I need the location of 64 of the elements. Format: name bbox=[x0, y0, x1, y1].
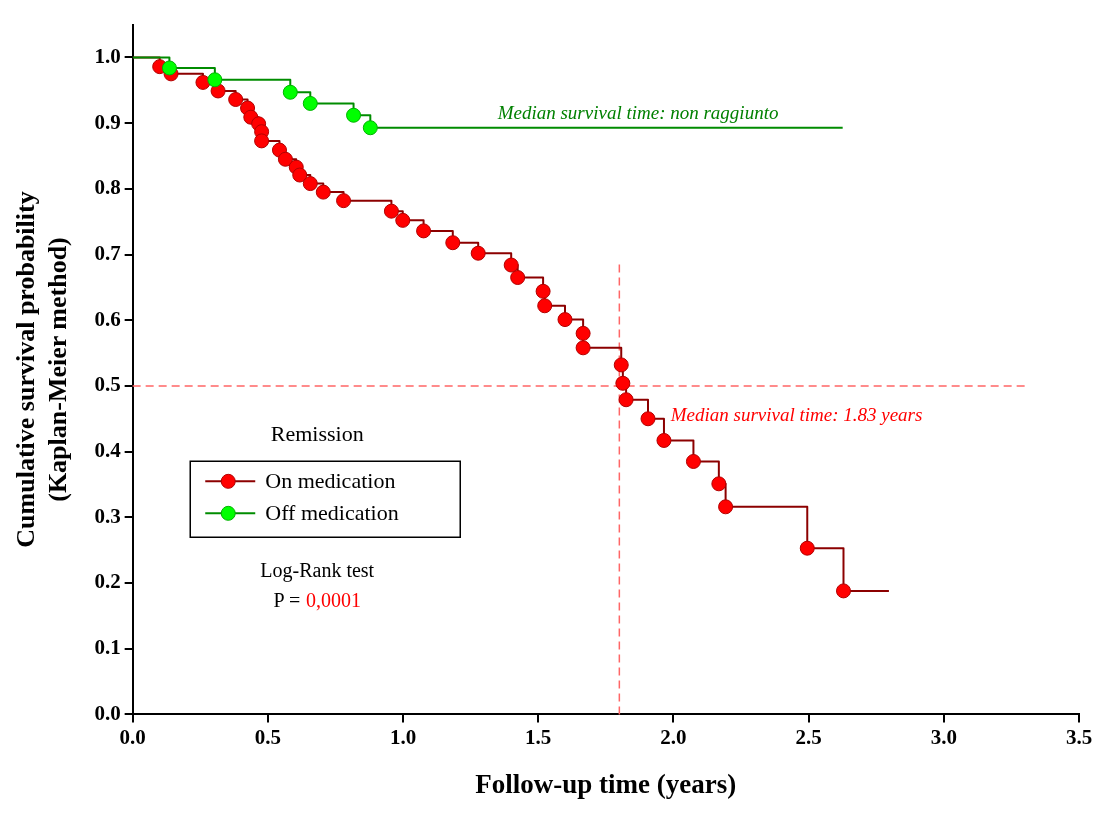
point bbox=[336, 193, 352, 209]
point bbox=[277, 151, 293, 167]
point bbox=[575, 325, 591, 341]
point bbox=[292, 167, 308, 183]
y-tick-label: 0.1 bbox=[94, 635, 121, 660]
x-tick-label: 3.0 bbox=[930, 725, 957, 750]
point bbox=[835, 583, 851, 599]
point bbox=[383, 203, 399, 219]
y-tick-label: 0.6 bbox=[94, 306, 121, 331]
x-tick-label: 2.5 bbox=[795, 725, 822, 750]
y-tick-label: 1.0 bbox=[94, 43, 121, 68]
point bbox=[195, 74, 211, 90]
point bbox=[718, 499, 734, 515]
x-tick-label: 1.5 bbox=[525, 725, 552, 750]
y-tick-label: 0.4 bbox=[94, 438, 122, 463]
point bbox=[618, 392, 634, 408]
point bbox=[315, 184, 331, 200]
point bbox=[302, 95, 318, 111]
y-axis-title: Cumulative survival probability (Kaplan-Meier method) bbox=[11, 191, 72, 548]
legend-label: On medication bbox=[265, 468, 396, 494]
point bbox=[282, 84, 298, 100]
x-axis-title: Follow-up time (years) bbox=[475, 768, 737, 799]
y-tick-label: 0.9 bbox=[94, 109, 121, 134]
point bbox=[535, 283, 551, 299]
point bbox=[575, 340, 591, 356]
x-tick-label: 1.0 bbox=[389, 725, 417, 750]
point bbox=[685, 453, 701, 469]
point bbox=[416, 223, 432, 239]
point bbox=[503, 257, 519, 273]
point bbox=[254, 133, 270, 149]
point bbox=[161, 60, 177, 76]
annotation: Log-Rank test bbox=[260, 558, 375, 582]
y-tick-label: 0.5 bbox=[94, 372, 121, 397]
point bbox=[640, 411, 656, 427]
y-tick-label: 0.7 bbox=[94, 240, 121, 265]
y-tick-label: 0.0 bbox=[94, 700, 121, 725]
point bbox=[302, 176, 318, 192]
point bbox=[656, 432, 672, 448]
legend-label: Off medication bbox=[265, 500, 399, 526]
point bbox=[362, 120, 378, 136]
annotation: Median survival time: non raggiunto bbox=[496, 102, 779, 124]
annotation: P = 0,0001 bbox=[273, 588, 361, 611]
point bbox=[537, 298, 553, 314]
y-tick-label: 0.8 bbox=[94, 175, 121, 200]
point bbox=[470, 245, 486, 261]
x-tick-label: 0.5 bbox=[254, 725, 281, 750]
x-tick-label: 0.0 bbox=[119, 725, 146, 750]
point bbox=[799, 540, 815, 556]
point bbox=[228, 91, 244, 107]
point bbox=[510, 270, 526, 286]
annotation: Median survival time: 1.83 years bbox=[669, 403, 923, 425]
point bbox=[557, 312, 573, 328]
point bbox=[711, 476, 727, 492]
legend-title: Remission bbox=[270, 421, 364, 447]
x-tick-label: 2.0 bbox=[660, 725, 687, 750]
y-tick-label: 0.2 bbox=[94, 569, 121, 594]
point bbox=[346, 107, 362, 123]
point bbox=[615, 375, 631, 391]
point bbox=[395, 212, 411, 228]
x-tick-label: 3.5 bbox=[1065, 725, 1093, 750]
point bbox=[613, 357, 629, 373]
point bbox=[445, 235, 461, 251]
y-tick-label: 0.3 bbox=[94, 503, 121, 528]
point bbox=[207, 72, 223, 88]
